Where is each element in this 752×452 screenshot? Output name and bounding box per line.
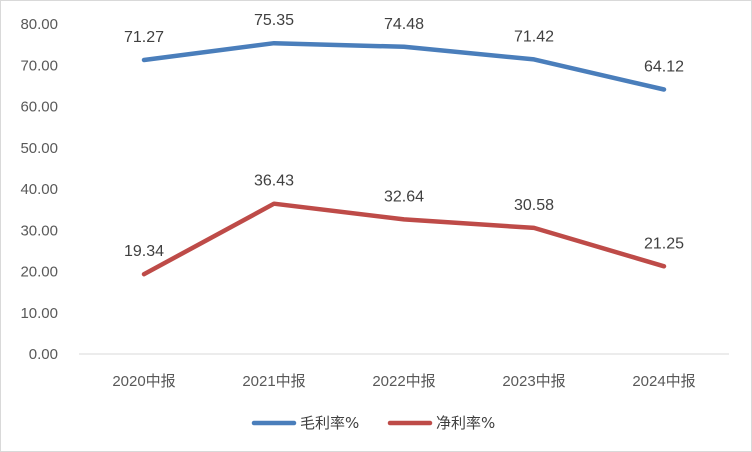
data-label: 36.43 <box>254 173 294 190</box>
y-tick-label: 60.00 <box>20 99 58 116</box>
series-line-1 <box>141 40 667 92</box>
legend-label-1: 毛利率% <box>300 414 359 432</box>
legend-label-2: 净利率% <box>436 414 495 432</box>
y-axis: 0.00 10.00 20.00 30.00 40.00 50.00 60.00 70.00 8… <box>20 16 58 363</box>
y-tick-label: 70.00 <box>20 57 58 74</box>
y-tick-label: 20.00 <box>20 264 58 281</box>
data-labels: 71.27 75.35 74.48 71.42 64.12 19.34 36.43 32.64… <box>124 12 684 260</box>
y-tick-label: 0.00 <box>29 346 58 363</box>
data-label: 71.27 <box>124 29 164 46</box>
x-tick-label: 2020中报 <box>112 373 175 390</box>
data-label: 74.48 <box>384 16 424 33</box>
x-tick-label: 2021中报 <box>242 373 305 390</box>
x-axis: 2020中报 2021中报 2022中报 2023中报 2024中报 <box>112 373 695 390</box>
y-tick-label: 50.00 <box>20 140 58 157</box>
data-label: 21.25 <box>644 235 684 252</box>
data-label: 75.35 <box>254 12 294 29</box>
y-tick-label: 80.00 <box>20 16 58 33</box>
y-tick-label: 10.00 <box>20 305 58 322</box>
data-label: 30.58 <box>514 197 554 214</box>
x-tick-label: 2022中报 <box>372 373 435 390</box>
y-tick-label: 30.00 <box>20 222 58 239</box>
data-label: 64.12 <box>644 59 684 76</box>
x-tick-label: 2024中报 <box>632 373 695 390</box>
x-tick-label: 2023中报 <box>502 373 565 390</box>
y-tick-label: 40.00 <box>20 181 58 198</box>
series-line-2 <box>141 201 667 277</box>
data-label: 19.34 <box>124 243 164 260</box>
series-lines <box>141 40 667 277</box>
data-label: 32.64 <box>384 188 424 205</box>
legend: 毛利率% 净利率% <box>251 414 495 432</box>
data-label: 71.42 <box>514 28 554 45</box>
